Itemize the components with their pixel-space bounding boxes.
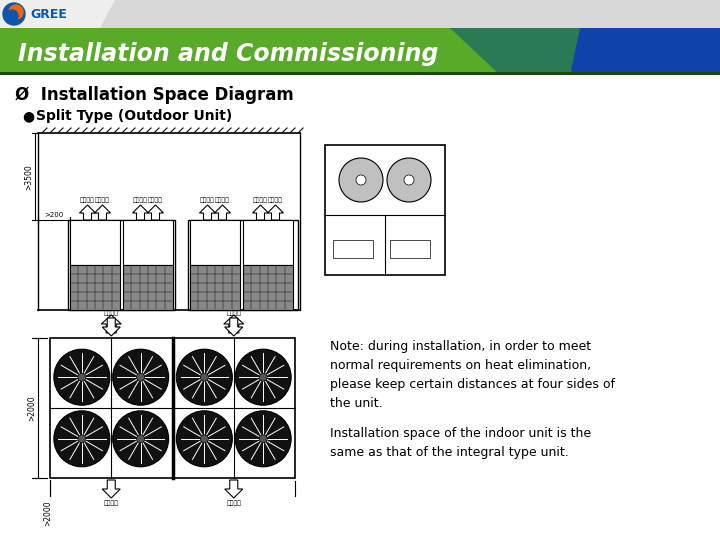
Polygon shape	[199, 205, 215, 220]
Polygon shape	[0, 28, 570, 75]
Bar	[188, 220, 298, 310]
Bar	[0, 72, 720, 75]
Polygon shape	[450, 28, 720, 75]
Polygon shape	[102, 315, 121, 333]
Bar	[123, 265, 173, 310]
Circle shape	[339, 158, 383, 202]
Circle shape	[387, 158, 431, 202]
Text: 外机出风: 外机出风	[133, 198, 148, 203]
Circle shape	[54, 349, 110, 405]
Text: Installation space of the indoor unit is the: Installation space of the indoor unit is…	[330, 427, 591, 441]
Bar	[70, 220, 120, 265]
Text: Ø  Installation Space Diagram: Ø Installation Space Diagram	[15, 86, 294, 104]
Polygon shape	[102, 480, 120, 498]
Bar	[0, 0, 720, 28]
Bar	[190, 220, 240, 265]
Text: 外机出风: 外机出风	[268, 198, 283, 203]
Circle shape	[112, 349, 168, 405]
Bar	[390, 240, 430, 258]
Text: 外机出风: 外机出风	[95, 198, 110, 203]
Circle shape	[356, 175, 366, 185]
Bar	[325, 145, 445, 275]
Text: ●: ●	[22, 109, 34, 123]
Circle shape	[259, 435, 267, 443]
Polygon shape	[268, 205, 284, 220]
Circle shape	[176, 349, 233, 405]
Circle shape	[259, 373, 267, 381]
Text: >3500: >3500	[24, 164, 33, 190]
Text: >200: >200	[45, 212, 63, 218]
Bar	[123, 220, 173, 265]
Text: 外机出风: 外机出风	[200, 198, 215, 203]
Polygon shape	[0, 0, 115, 28]
Circle shape	[78, 373, 86, 381]
Bar	[50, 338, 295, 478]
Text: 外机出风: 外机出风	[253, 198, 268, 203]
Bar	[68, 220, 175, 310]
Text: Note: during installation, in order to meet: Note: during installation, in order to m…	[330, 340, 591, 353]
Polygon shape	[215, 205, 230, 220]
Circle shape	[54, 411, 110, 467]
Text: please keep certain distances at four sides of: please keep certain distances at four si…	[330, 378, 615, 391]
Circle shape	[112, 411, 168, 467]
Bar	[243, 220, 293, 265]
Circle shape	[6, 10, 18, 22]
Bar	[70, 265, 120, 310]
Circle shape	[200, 373, 208, 381]
Text: 外机出风: 外机出风	[226, 500, 241, 505]
Circle shape	[78, 435, 86, 443]
Polygon shape	[450, 28, 580, 75]
Text: 外机出风: 外机出风	[104, 500, 119, 505]
Text: >2000: >2000	[43, 500, 53, 525]
Text: GREE: GREE	[30, 8, 67, 21]
Text: normal requirements on heat elimination,: normal requirements on heat elimination,	[330, 359, 591, 372]
Circle shape	[200, 435, 208, 443]
Text: 外机出风: 外机出风	[215, 198, 230, 203]
Polygon shape	[253, 205, 269, 220]
Text: same as that of the integral type unit.: same as that of the integral type unit.	[330, 447, 569, 460]
Circle shape	[235, 411, 291, 467]
Circle shape	[9, 5, 23, 19]
Polygon shape	[102, 318, 120, 336]
Text: 外机出风: 外机出风	[80, 198, 95, 203]
Polygon shape	[225, 318, 243, 336]
Text: 外机出风: 外机出风	[148, 198, 163, 203]
Polygon shape	[224, 315, 244, 333]
Circle shape	[235, 349, 291, 405]
Circle shape	[137, 435, 145, 443]
Polygon shape	[132, 205, 148, 220]
Polygon shape	[225, 480, 243, 498]
Circle shape	[137, 373, 145, 381]
Polygon shape	[148, 205, 163, 220]
Circle shape	[3, 3, 25, 25]
Text: Split Type (Outdoor Unit): Split Type (Outdoor Unit)	[36, 109, 233, 123]
Bar	[243, 265, 293, 310]
Polygon shape	[94, 205, 110, 220]
Bar	[190, 265, 240, 310]
Bar	[333, 240, 373, 258]
Text: the unit.: the unit.	[330, 397, 382, 410]
Text: >2000: >2000	[27, 395, 36, 421]
Text: 外机出风: 外机出风	[226, 310, 241, 316]
Text: 外机出风: 外机出风	[104, 310, 119, 316]
Polygon shape	[79, 205, 96, 220]
Text: Installation and Commissioning: Installation and Commissioning	[18, 42, 438, 66]
Circle shape	[404, 175, 414, 185]
Circle shape	[176, 411, 233, 467]
